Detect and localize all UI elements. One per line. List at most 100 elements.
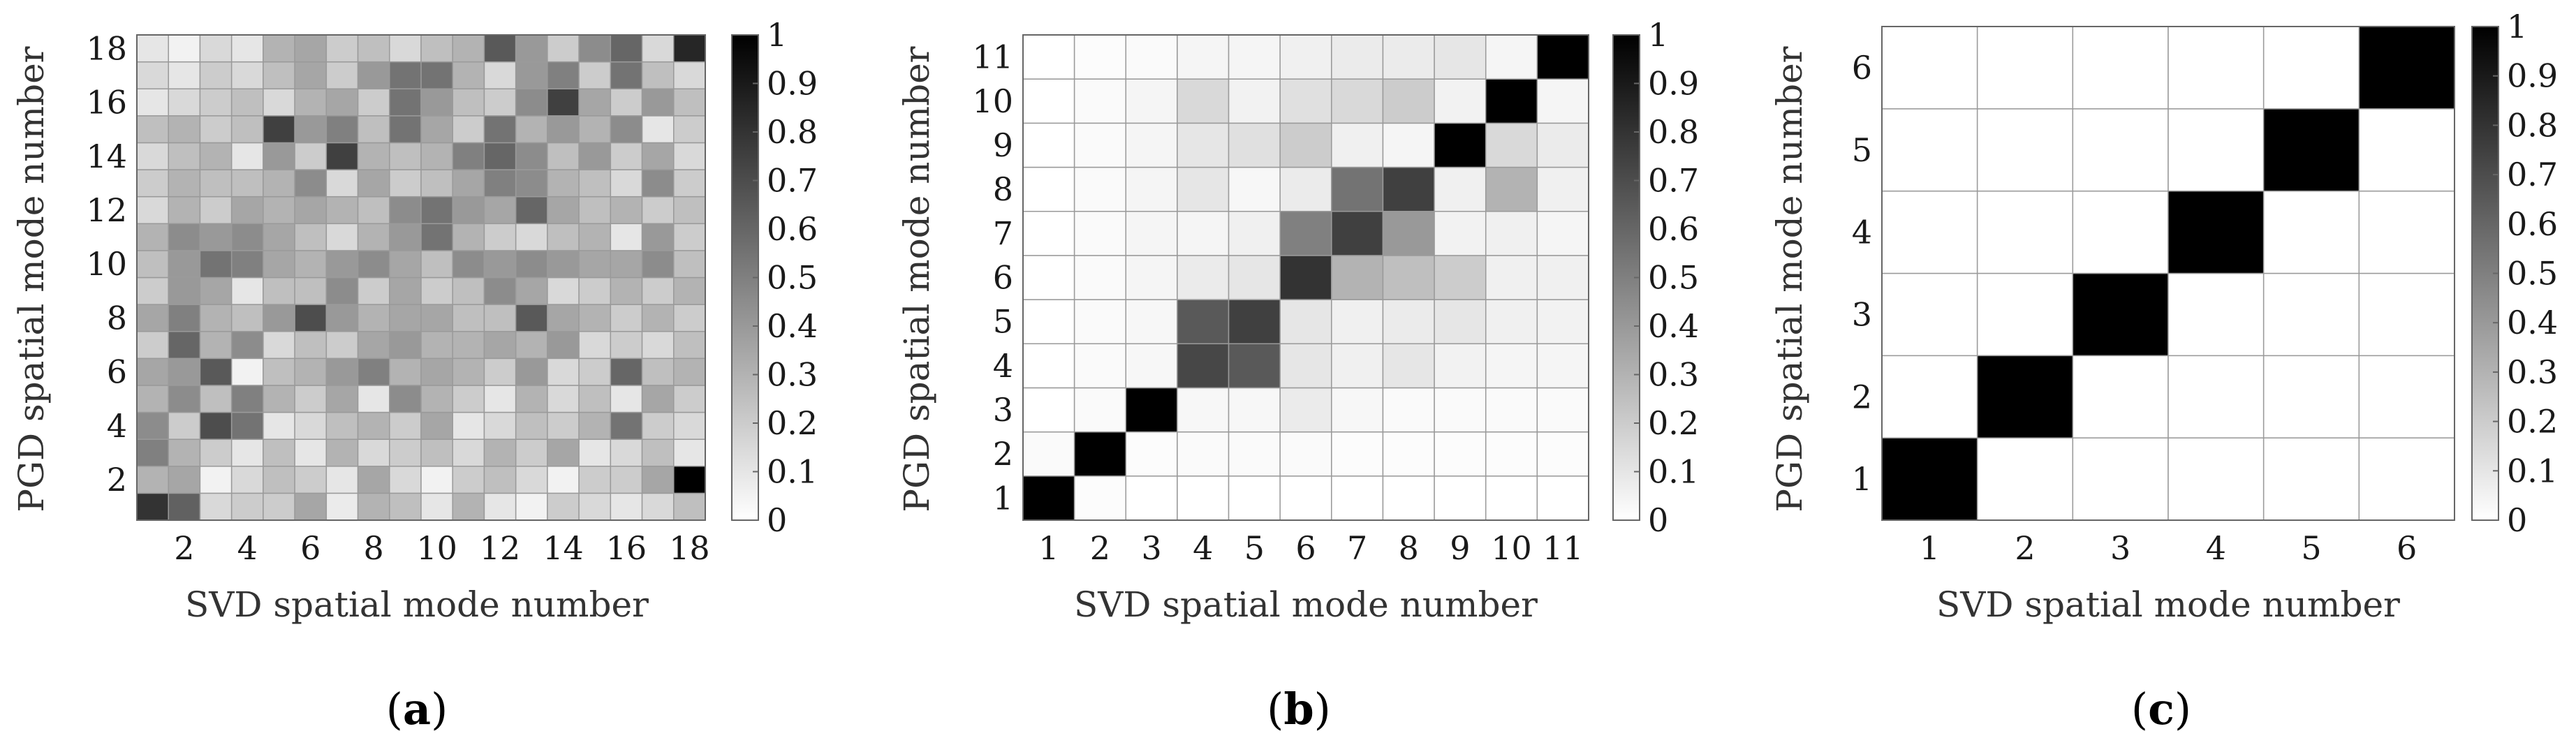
heatmap-cell xyxy=(1331,387,1384,433)
y-tick-label: 6 xyxy=(1852,49,1872,87)
y-tick-label: 2 xyxy=(1852,378,1872,415)
heatmap-cell xyxy=(1228,78,1281,124)
heatmap-cell xyxy=(1382,431,1435,477)
heatmap-cell xyxy=(357,276,390,305)
heatmap-cell xyxy=(168,61,201,89)
colorbar-tick-label: 0.3 xyxy=(1648,356,1699,394)
heatmap-cell xyxy=(1228,299,1281,345)
x-tick-label: 2 xyxy=(174,529,194,567)
y-tick-labels-b: 1 2 3 4 5 6 7 8 9 10 11 xyxy=(972,38,1013,517)
heatmap-cell xyxy=(2167,355,2265,438)
heatmap-cell xyxy=(452,223,485,251)
heatmap-cell xyxy=(230,385,264,413)
heatmap-cell xyxy=(1976,355,2074,438)
heatmap-cell xyxy=(515,169,548,198)
heatmap-cell xyxy=(1976,108,2074,192)
colorbar-tick-label: 0.9 xyxy=(1648,65,1699,103)
heatmap-cell xyxy=(483,438,517,467)
heatmap-cell xyxy=(325,357,359,386)
heatmap-cell xyxy=(610,385,643,413)
heatmap-cell xyxy=(1434,34,1487,80)
heatmap-cell xyxy=(1125,166,1178,212)
heatmap-cell xyxy=(357,115,390,144)
heatmap-cell xyxy=(547,34,580,63)
heatmap-cell xyxy=(199,492,233,521)
heatmap-cell xyxy=(389,438,422,467)
heatmap-cell xyxy=(547,466,580,494)
heatmap-cell xyxy=(673,411,706,440)
heatmap-cell xyxy=(452,330,485,360)
heatmap-cell xyxy=(547,438,580,467)
heatmap-cell xyxy=(263,169,295,198)
heatmap-cell xyxy=(325,466,359,494)
heatmap-cell xyxy=(420,61,453,89)
heatmap-cell xyxy=(673,330,706,360)
heatmap-cell xyxy=(673,250,706,279)
heatmap-cell xyxy=(1881,437,1978,521)
heatmap-cell xyxy=(357,250,390,279)
heatmap-cell xyxy=(325,34,359,63)
heatmap-cell xyxy=(1382,166,1435,212)
heatmap-cell xyxy=(483,34,517,63)
colorbar-tick-label: 0.5 xyxy=(1648,259,1699,297)
heatmap-cell xyxy=(1279,343,1332,389)
heatmap-cell xyxy=(420,34,453,63)
heatmap-cell xyxy=(610,61,643,89)
plot-frame xyxy=(1881,26,2455,521)
heatmap-cell xyxy=(1382,122,1435,168)
heatmap-cell xyxy=(199,330,233,360)
plot-frame xyxy=(136,34,706,521)
heatmap-cell xyxy=(1073,166,1127,212)
x-axis-label-a: SVD spatial mode number xyxy=(185,584,649,625)
heatmap-cell xyxy=(199,304,233,332)
heatmap-cell xyxy=(578,276,612,305)
heatmap-cell xyxy=(610,492,643,521)
y-tick-label: 11 xyxy=(972,38,1013,76)
heatmap-cell xyxy=(2167,190,2265,274)
heatmap-cell xyxy=(199,466,233,494)
colorbar-tick-label: 0.7 xyxy=(2507,156,2558,193)
heatmap-cell xyxy=(483,492,517,521)
y-tick-label: 4 xyxy=(107,407,127,445)
heatmap-cell xyxy=(389,330,422,360)
heatmap-cell xyxy=(1331,475,1384,521)
heatmap-cell xyxy=(230,61,264,89)
heatmap-cell xyxy=(136,492,169,521)
heatmap-cell xyxy=(610,250,643,279)
heatmap-cell xyxy=(673,492,706,521)
heatmap-cell xyxy=(1331,78,1384,124)
heatmap-cell xyxy=(515,466,548,494)
heatmap-cell xyxy=(1331,166,1384,212)
heatmap-cell xyxy=(263,250,295,279)
heatmap-cell xyxy=(1073,34,1127,80)
heatmap-cell xyxy=(168,223,201,251)
heatmap-cell xyxy=(1279,210,1332,256)
y-tick-label: 3 xyxy=(1852,295,1872,333)
heatmap-cell xyxy=(357,142,390,170)
heatmap-cell xyxy=(294,223,327,251)
heatmap-cell xyxy=(1073,210,1127,256)
heatmap-cell xyxy=(389,250,422,279)
heatmap-cell xyxy=(1881,26,1978,110)
heatmap-cell xyxy=(136,357,169,386)
x-tick-label: 1 xyxy=(1920,529,1940,567)
heatmap-cell xyxy=(1125,78,1178,124)
heatmap-cell xyxy=(2358,108,2455,192)
heatmap-cell xyxy=(325,169,359,198)
heatmap-cell xyxy=(294,438,327,467)
heatmap-cell xyxy=(578,34,612,63)
y-tick-labels-a: 2 4 6 8 10 12 14 16 18 xyxy=(86,29,127,499)
heatmap-cell xyxy=(452,115,485,144)
heatmap-cell xyxy=(641,115,675,144)
heatmap-cell xyxy=(199,61,233,89)
heatmap-cell xyxy=(515,61,548,89)
x-tick-label: 2 xyxy=(1090,529,1110,567)
heatmap-cell xyxy=(1382,475,1435,521)
heatmap-cell xyxy=(1434,122,1487,168)
heatmap-cell xyxy=(294,115,327,144)
heatmap-cell xyxy=(1485,299,1538,345)
heatmap-cell xyxy=(2262,108,2360,192)
colorbar-tick-label: 0.9 xyxy=(2507,57,2558,95)
